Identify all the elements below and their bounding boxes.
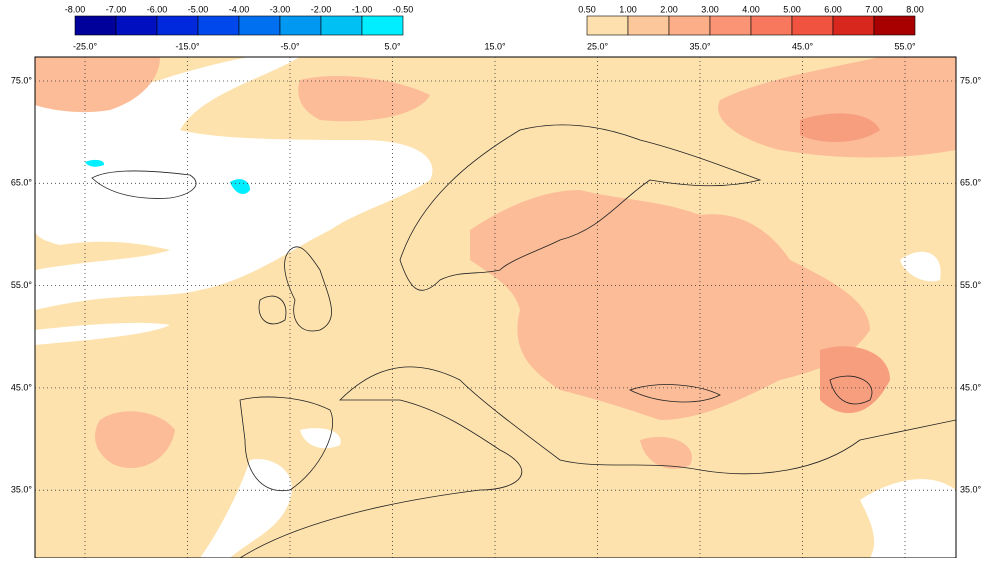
legend-swatch [750,15,793,36]
legend-label: -3.00 [270,4,291,14]
legend-label: -5.00 [188,4,209,14]
legend-label: 3.00 [701,4,719,14]
coastlines [91,124,956,558]
legend-swatch [873,15,916,36]
white-region [300,428,341,449]
legend-swatch [115,15,158,36]
legend-swatch [361,15,404,36]
warm-region [718,57,956,158]
legend-label: 7.00 [865,4,883,14]
white-region [900,251,941,282]
negative-patch [230,179,250,194]
warm-region [470,190,870,420]
legend-label: 5.00 [783,4,801,14]
legend-swatch [197,15,240,36]
longitude-label: -25.0° [73,41,98,51]
legend-label: -6.00 [147,4,168,14]
latitude-label: 55.0° [960,280,982,290]
longitude-label: 5.0° [384,41,401,51]
latitude-label: 75.0° [11,75,33,85]
longitude-label: 45.0° [792,41,814,51]
longitude-label: 35.0° [689,41,711,51]
latitude-label: 65.0° [960,178,982,188]
longitude-label: -5.0° [280,41,300,51]
latitude-label: 45.0° [960,382,982,392]
legend-label: -1.00 [352,4,373,14]
legend-swatch [832,15,875,36]
legend-swatch [238,15,281,36]
latitude-label: 65.0° [11,178,33,188]
longitude-label: 15.0° [484,41,506,51]
legend-swatch [279,15,322,36]
legend-swatch [791,15,834,36]
latitude-label: 35.0° [960,485,982,495]
legend-swatch [627,15,670,36]
longitude-label: 25.0° [587,41,609,51]
legend-label: -8.00 [65,4,86,14]
warm-region [95,411,175,469]
legend-label: 2.00 [660,4,678,14]
legend-label: 0.50 [578,4,596,14]
legend-label: 4.00 [742,4,760,14]
legend-label: -2.00 [311,4,332,14]
warm-region [820,346,890,414]
legend-label: 8.00 [906,4,924,14]
warm-region [298,75,430,122]
legend-label: -0.50 [393,4,414,14]
legend-label: 1.00 [619,4,637,14]
legend-swatch [156,15,199,36]
legend-label: 6.00 [824,4,842,14]
legend-label: -7.00 [106,4,127,14]
map-area [35,57,956,558]
warm-region [35,57,160,113]
legend-swatch [709,15,752,36]
legend-swatch [74,15,117,36]
legend-swatch [320,15,363,36]
legend-swatch [668,15,711,36]
white-region [200,459,292,558]
warm-region [640,436,692,469]
latitude-label: 35.0° [11,485,33,495]
negative-patch [85,159,105,167]
legend-label: -4.00 [229,4,250,14]
legend-swatch [586,15,629,36]
white-region [35,322,170,345]
latitude-label: 75.0° [960,75,982,85]
latitude-label: 45.0° [11,382,33,392]
white-region [860,479,956,558]
latitude-label: 55.0° [11,280,33,290]
longitude-label: 55.0° [894,41,916,51]
warm-region [800,113,880,142]
longitude-label: -15.0° [175,41,200,51]
